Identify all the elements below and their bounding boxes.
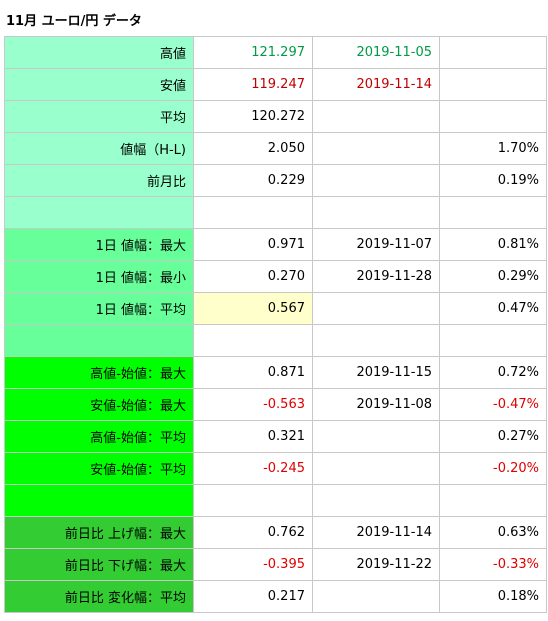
row-label[interactable]: 安値	[4, 68, 194, 101]
value-cell[interactable]: 119.247	[193, 68, 313, 101]
table-row: 値幅（H-L) 2.050 1.70%	[4, 132, 547, 165]
row-label[interactable]: 高値-始値：最大	[4, 356, 194, 389]
row-label[interactable]: 1日 値幅：最小	[4, 260, 194, 293]
row-label[interactable]: 高値-始値：平均	[4, 420, 194, 453]
row-label[interactable]	[4, 196, 194, 229]
value-cell[interactable]: 0.871	[193, 356, 313, 389]
date-cell[interactable]: 2019-11-14	[312, 68, 440, 101]
percent-cell[interactable]: -0.20%	[439, 452, 547, 485]
table-row: 安値-始値：平均 -0.245 -0.20%	[4, 452, 547, 485]
value-cell[interactable]	[193, 196, 313, 229]
value-cell[interactable]	[193, 324, 313, 357]
spacer-row	[4, 324, 547, 357]
row-label[interactable]: 前日比 上げ幅：最大	[4, 516, 194, 549]
percent-cell[interactable]	[439, 68, 547, 101]
percent-cell[interactable]: 1.70%	[439, 132, 547, 165]
row-label[interactable]: 1日 値幅：最大	[4, 228, 194, 261]
table-row: 高値 121.297 2019-11-05	[4, 36, 547, 69]
table-row: 高値-始値：平均 0.321 0.27%	[4, 420, 547, 453]
value-cell[interactable]: 0.229	[193, 164, 313, 197]
value-cell[interactable]: 0.971	[193, 228, 313, 261]
percent-cell[interactable]	[439, 196, 547, 229]
percent-cell[interactable]: -0.47%	[439, 388, 547, 421]
date-cell[interactable]: 2019-11-15	[312, 356, 440, 389]
table-row: 前日比 変化幅：平均 0.217 0.18%	[4, 580, 547, 613]
percent-cell[interactable]	[439, 484, 547, 517]
date-cell[interactable]: 2019-11-14	[312, 516, 440, 549]
value-cell[interactable]: 2.050	[193, 132, 313, 165]
percent-cell[interactable]: 0.19%	[439, 164, 547, 197]
date-cell[interactable]	[312, 164, 440, 197]
row-label[interactable]	[4, 324, 194, 357]
table-row: 安値 119.247 2019-11-14	[4, 68, 547, 101]
table-row: 高値-始値：最大 0.871 2019-11-15 0.72%	[4, 356, 547, 389]
row-label[interactable]: 安値-始値：最大	[4, 388, 194, 421]
selected-value-cell[interactable]: 0.567	[193, 292, 313, 325]
row-label[interactable]: 1日 値幅：平均	[4, 292, 194, 325]
percent-cell[interactable]	[439, 324, 547, 357]
percent-cell[interactable]: 0.81%	[439, 228, 547, 261]
date-cell[interactable]: 2019-11-22	[312, 548, 440, 581]
date-cell[interactable]	[312, 484, 440, 517]
value-cell[interactable]	[193, 484, 313, 517]
row-label[interactable]: 前日比 下げ幅：最大	[4, 548, 194, 581]
percent-cell[interactable]: 0.47%	[439, 292, 547, 325]
row-label[interactable]: 値幅（H-L)	[4, 132, 194, 165]
date-cell[interactable]	[312, 292, 440, 325]
table-row: 前日比 下げ幅：最大 -0.395 2019-11-22 -0.33%	[4, 548, 547, 581]
percent-cell[interactable]: 0.63%	[439, 516, 547, 549]
value-cell[interactable]: 121.297	[193, 36, 313, 69]
value-cell[interactable]: -0.245	[193, 452, 313, 485]
value-cell[interactable]: 0.321	[193, 420, 313, 453]
date-cell[interactable]	[312, 452, 440, 485]
table-row: 平均 120.272	[4, 100, 547, 133]
date-cell[interactable]	[312, 196, 440, 229]
value-cell[interactable]: 120.272	[193, 100, 313, 133]
value-cell[interactable]: -0.395	[193, 548, 313, 581]
date-cell[interactable]	[312, 580, 440, 613]
percent-cell[interactable]: -0.33%	[439, 548, 547, 581]
percent-cell[interactable]	[439, 100, 547, 133]
date-cell[interactable]	[312, 132, 440, 165]
percent-cell[interactable]: 0.18%	[439, 580, 547, 613]
percent-cell[interactable]	[439, 36, 547, 69]
value-cell[interactable]: 0.762	[193, 516, 313, 549]
row-label[interactable]: 前月比	[4, 164, 194, 197]
value-cell[interactable]: 0.217	[193, 580, 313, 613]
table-row: 前月比 0.229 0.19%	[4, 164, 547, 197]
date-cell[interactable]: 2019-11-05	[312, 36, 440, 69]
date-cell[interactable]	[312, 420, 440, 453]
spacer-row	[4, 196, 547, 229]
table-row: 1日 値幅：最大 0.971 2019-11-07 0.81%	[4, 228, 547, 261]
data-table: 高値 121.297 2019-11-05 安値 119.247 2019-11…	[4, 36, 547, 613]
date-cell[interactable]: 2019-11-28	[312, 260, 440, 293]
row-label[interactable]	[4, 484, 194, 517]
percent-cell[interactable]: 0.72%	[439, 356, 547, 389]
table-row: 1日 値幅：平均 0.567 0.47%	[4, 292, 547, 325]
row-label[interactable]: 平均	[4, 100, 194, 133]
spacer-row	[4, 484, 547, 517]
percent-cell[interactable]: 0.29%	[439, 260, 547, 293]
row-label[interactable]: 高値	[4, 36, 194, 69]
date-cell[interactable]: 2019-11-08	[312, 388, 440, 421]
page-title: 11月 ユーロ/円 データ	[6, 14, 142, 29]
date-cell[interactable]: 2019-11-07	[312, 228, 440, 261]
row-label[interactable]: 前日比 変化幅：平均	[4, 580, 194, 613]
date-cell[interactable]	[312, 324, 440, 357]
table-row: 安値-始値：最大 -0.563 2019-11-08 -0.47%	[4, 388, 547, 421]
value-cell[interactable]: -0.563	[193, 388, 313, 421]
row-label[interactable]: 安値-始値：平均	[4, 452, 194, 485]
table-row: 1日 値幅：最小 0.270 2019-11-28 0.29%	[4, 260, 547, 293]
date-cell[interactable]	[312, 100, 440, 133]
table-row: 前日比 上げ幅：最大 0.762 2019-11-14 0.63%	[4, 516, 547, 549]
value-cell[interactable]: 0.270	[193, 260, 313, 293]
percent-cell[interactable]: 0.27%	[439, 420, 547, 453]
